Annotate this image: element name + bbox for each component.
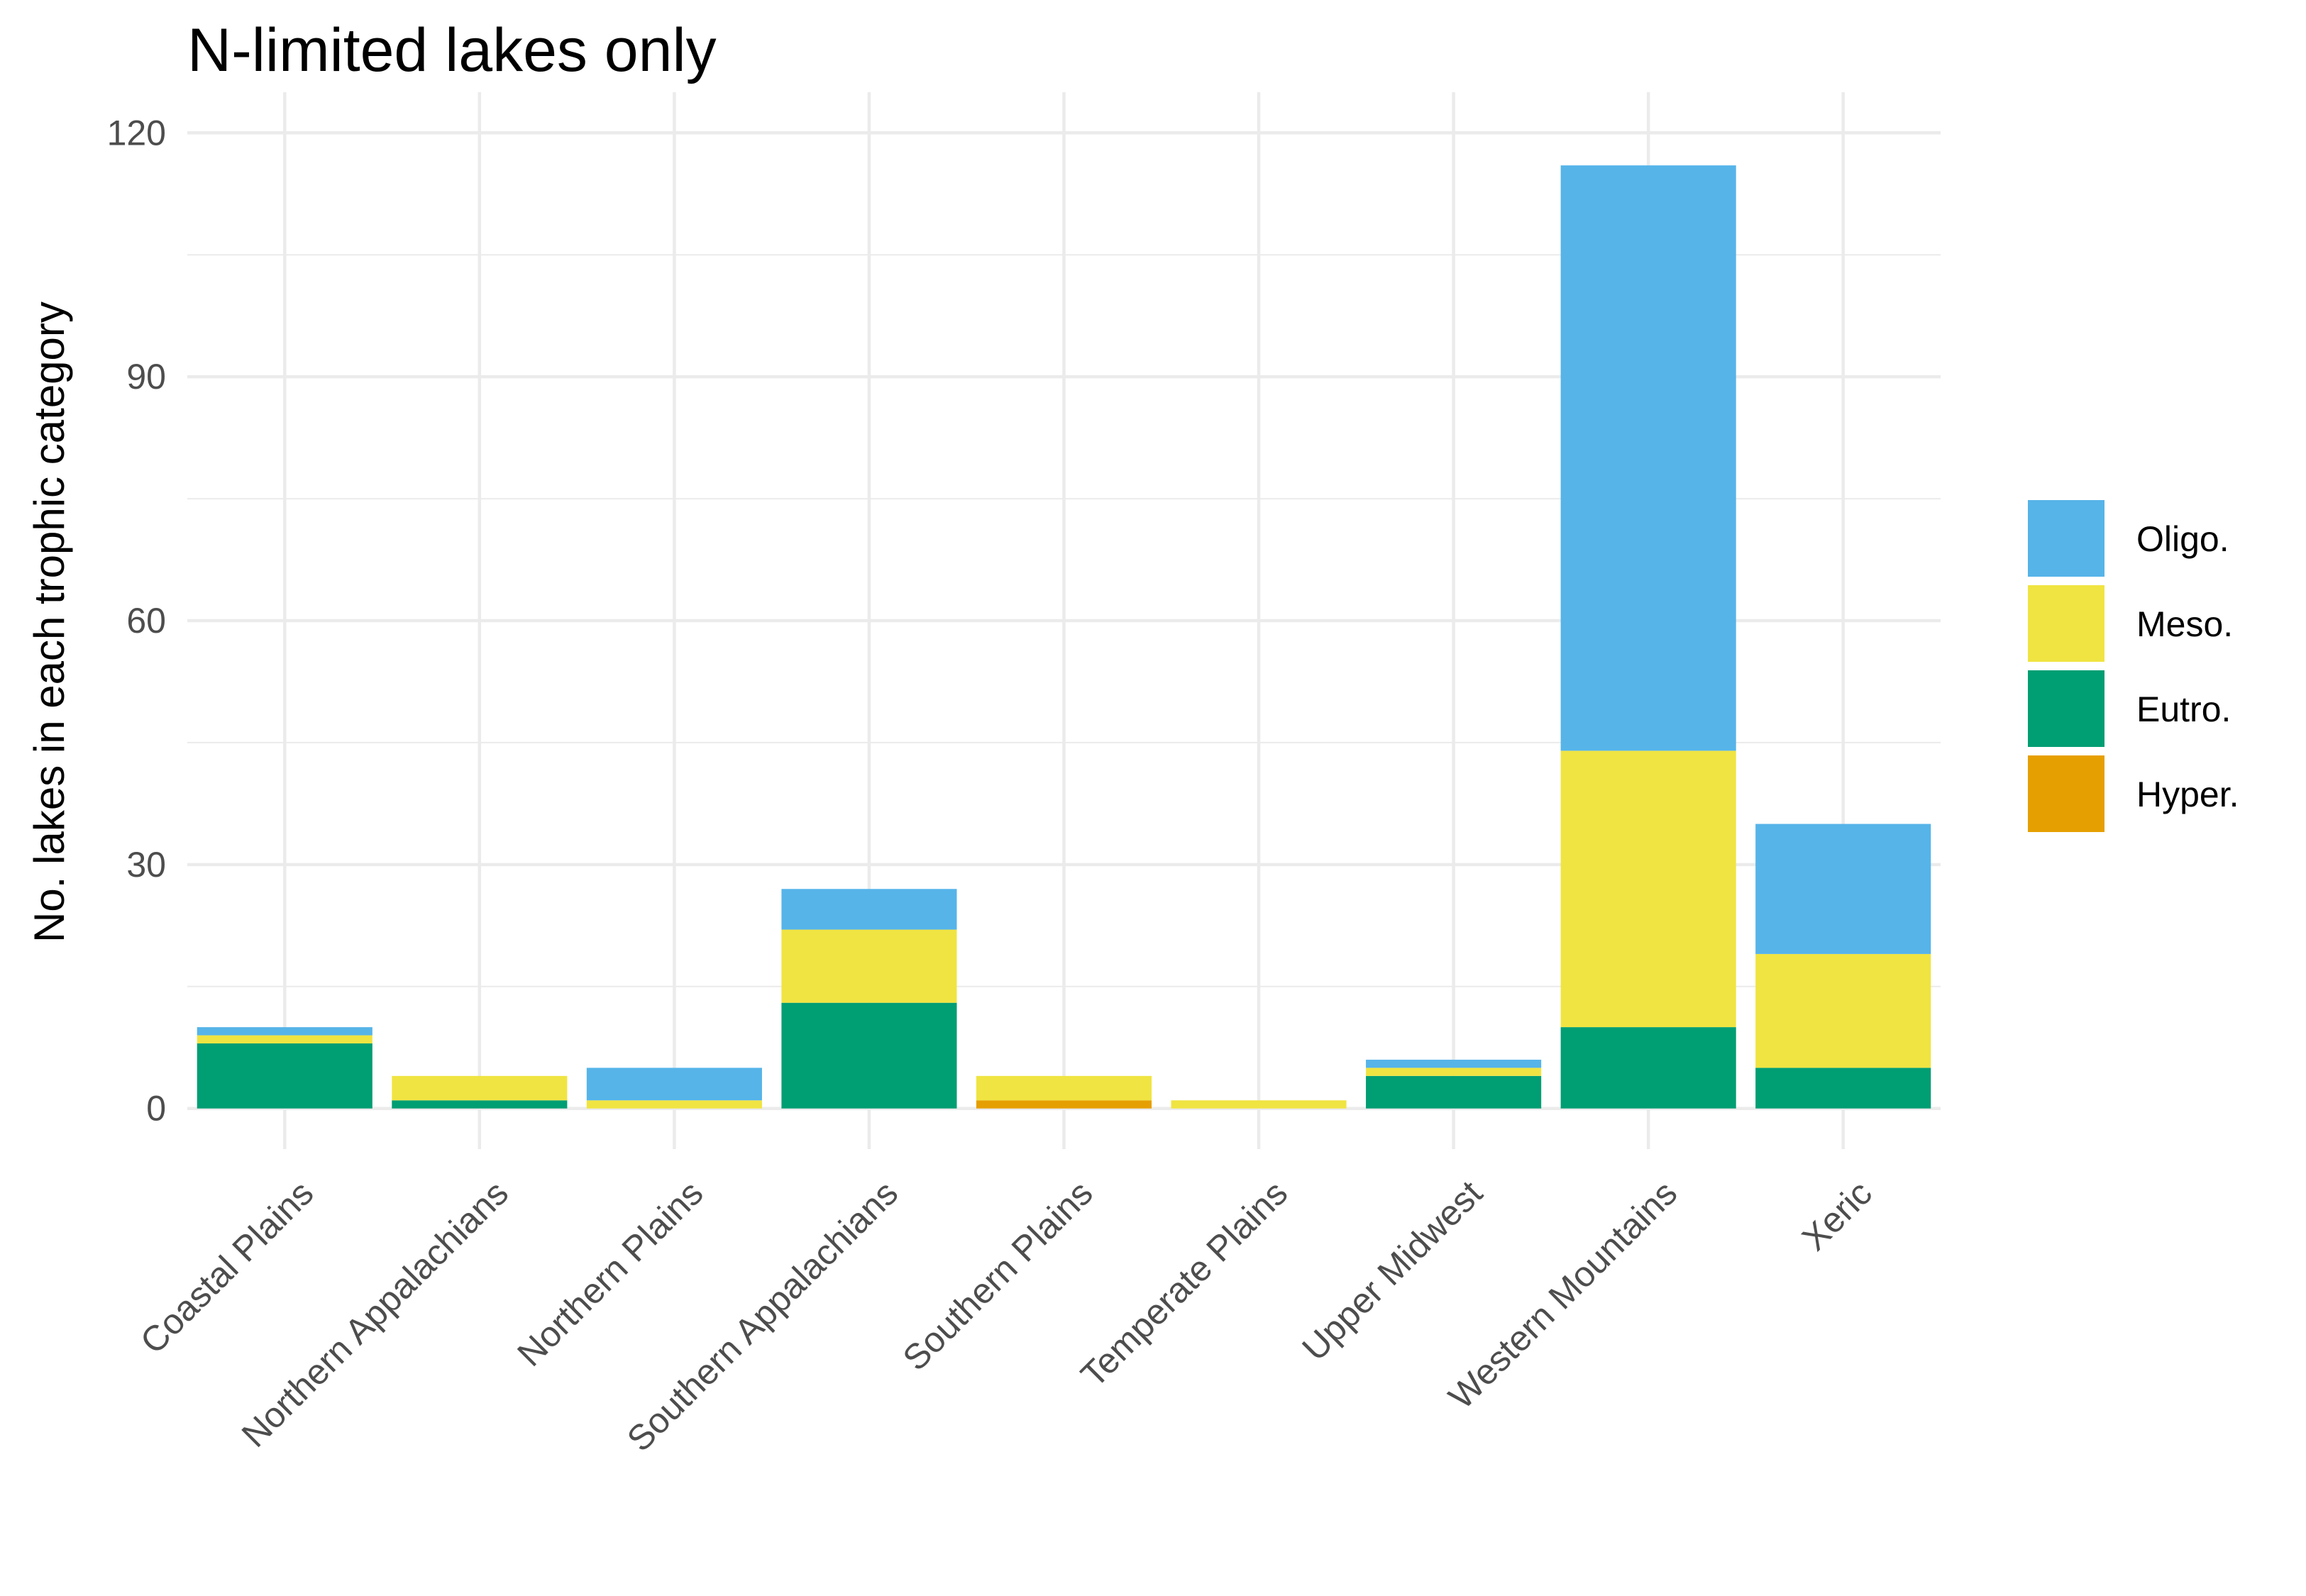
legend-label: Eutro.: [2136, 689, 2231, 729]
bar-segment: [586, 1100, 762, 1109]
bar-segment: [1755, 824, 1931, 954]
bar-segment: [197, 1035, 373, 1043]
y-tick-label: 0: [146, 1089, 166, 1129]
bar-segment: [1171, 1100, 1347, 1109]
legend-label: Hyper.: [2136, 775, 2239, 814]
x-tick-label: Northern Plains: [509, 1173, 710, 1374]
bar-segment: [1755, 1068, 1931, 1109]
bar-segment: [1755, 953, 1931, 1068]
bar-segment: [781, 1002, 957, 1109]
bar-segment: [197, 1027, 373, 1036]
legend-label: Meso.: [2136, 604, 2233, 644]
bar-segment: [781, 929, 957, 1003]
bar-segment: [976, 1100, 1152, 1109]
legend-key: [2028, 500, 2104, 577]
x-tick-label: Coastal Plains: [133, 1173, 321, 1362]
bar-segment: [976, 1075, 1152, 1101]
y-axis-ticks: 0 30 60 90 120: [107, 113, 166, 1128]
legend: Oligo. Meso. Eutro. Hyper.: [2028, 500, 2239, 832]
bar-segment: [197, 1043, 373, 1109]
x-tick-label: Upper Midwest: [1294, 1173, 1489, 1368]
y-tick-label: 60: [126, 601, 166, 641]
legend-key: [2028, 755, 2104, 832]
bar-segment: [586, 1068, 762, 1101]
chart-title: N-limited lakes only: [187, 16, 717, 84]
bar-segment: [392, 1075, 568, 1101]
x-tick-label: Temperate Plains: [1074, 1173, 1296, 1395]
bar-segment: [1560, 165, 1736, 751]
bar-segment: [781, 889, 957, 930]
bar-segment: [392, 1100, 568, 1109]
bar-segment: [1366, 1059, 1542, 1068]
bars: [197, 165, 1931, 1109]
y-tick-label: 90: [126, 357, 166, 397]
legend-key: [2028, 670, 2104, 747]
bar-segment: [1366, 1068, 1542, 1076]
x-tick-label: Southern Plains: [895, 1173, 1100, 1378]
x-tick-label: Xeric: [1794, 1173, 1880, 1258]
bar-segment: [1366, 1075, 1542, 1109]
legend-key: [2028, 585, 2104, 662]
bar-segment: [1560, 1027, 1736, 1109]
y-tick-label: 120: [107, 113, 166, 153]
y-tick-label: 30: [126, 845, 166, 885]
legend-label: Oligo.: [2136, 519, 2229, 559]
bar-segment: [1560, 750, 1736, 1028]
y-axis-title: No. lakes in each trophic category: [26, 301, 73, 943]
